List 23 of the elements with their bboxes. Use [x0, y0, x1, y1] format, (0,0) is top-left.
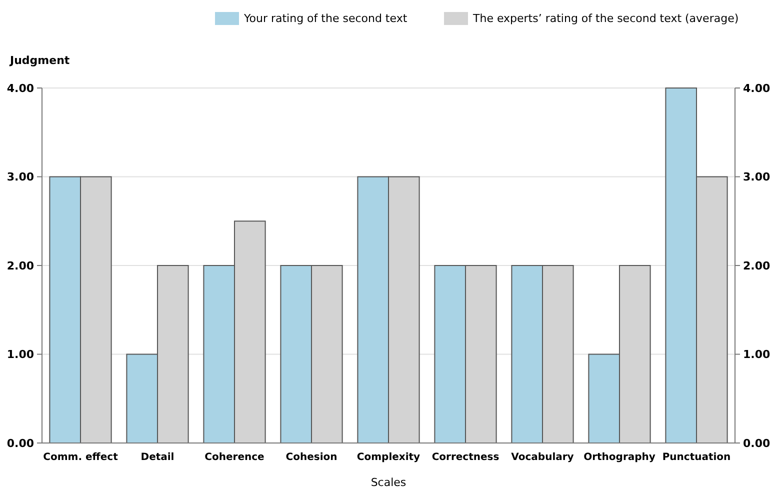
- y2-tick-label: 1.00: [743, 348, 770, 362]
- x-tick-label: Vocabulary: [511, 452, 574, 463]
- y2-tick-label: 2.00: [743, 259, 770, 272]
- x-tick-label: Coherence: [204, 452, 265, 463]
- x-tick-label: Detail: [140, 452, 174, 463]
- x-tick-label: Orthography: [584, 452, 656, 463]
- x-tick-label: Cohesion: [286, 452, 338, 463]
- x-tick-label: Correctness: [432, 452, 500, 463]
- y-tick-label: 2.00: [6, 259, 34, 272]
- y2-tick-label: 4.00: [743, 82, 770, 95]
- legend-label: Your rating of the second text: [243, 12, 408, 25]
- y-axis-title: Judgment: [9, 54, 70, 67]
- y2-tick-label: 3.00: [743, 170, 770, 184]
- y-tick-label: 4.00: [6, 82, 34, 95]
- y-tick-label: 3.00: [6, 170, 34, 184]
- y-tick-label: 0.00: [6, 436, 34, 450]
- x-tick-label: Punctuation: [662, 452, 731, 463]
- x-tick-label: Complexity: [356, 452, 421, 463]
- y2-tick-label: 0.00: [743, 436, 770, 450]
- y-tick-label: 1.00: [6, 348, 34, 362]
- legend-label: The experts’ rating of the second text (average): [472, 12, 739, 25]
- x-tick-label: Comm. effect: [43, 452, 118, 463]
- x-axis-title: Scales: [370, 476, 406, 488]
